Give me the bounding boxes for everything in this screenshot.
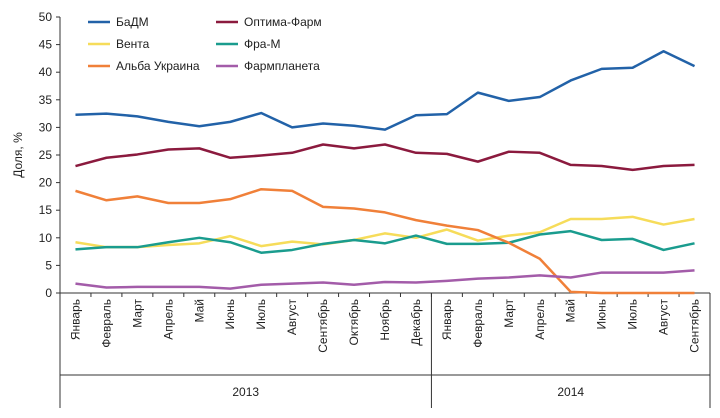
- x-tick-label: Январь: [68, 299, 82, 340]
- x-tick-label: Май: [564, 299, 578, 323]
- y-tick-label: 20: [39, 176, 53, 190]
- y-axis-label: Доля, %: [11, 132, 25, 178]
- x-tick-label: Июль: [254, 299, 268, 330]
- x-tick-label: Июнь: [223, 299, 237, 330]
- legend-label: Фармпланета: [244, 59, 320, 73]
- x-tick-label: Апрель: [161, 299, 175, 340]
- legend-label: Альба Украина: [116, 59, 200, 73]
- x-tick-label: Август: [285, 299, 299, 336]
- x-tick-label: Июль: [626, 299, 640, 330]
- y-tick-label: 50: [39, 10, 53, 24]
- series-line: [75, 269, 695, 290]
- series-line: [75, 229, 695, 254]
- legend-label: БаДМ: [116, 15, 149, 29]
- x-tick-label: Август: [657, 299, 671, 336]
- legend-label: Оптима-Фарм: [244, 15, 322, 29]
- x-tick-label: Ноябрь: [378, 299, 392, 341]
- x-tick-label: Январь: [440, 299, 454, 340]
- y-tick-label: 5: [45, 258, 52, 272]
- y-tick-label: 0: [45, 286, 52, 300]
- series-line: [75, 49, 696, 131]
- y-tick-label: 45: [39, 38, 53, 52]
- series-line: [75, 215, 695, 249]
- legend-label: Фра-М: [244, 37, 280, 51]
- x-tick-label: Май: [192, 299, 206, 323]
- y-tick-label: 15: [39, 203, 53, 217]
- x-tick-label: Март: [130, 299, 144, 328]
- y-tick-label: 30: [39, 120, 53, 134]
- x-tick-label: Апрель: [533, 299, 547, 340]
- y-tick-label: 40: [39, 65, 53, 79]
- legend-label: Вента: [116, 37, 150, 51]
- series-line: [75, 143, 695, 172]
- y-tick-label: 35: [39, 93, 53, 107]
- x-tick-label: Сентябрь: [316, 299, 330, 353]
- x-tick-label: Март: [502, 299, 516, 328]
- group-label: 2013: [232, 385, 259, 399]
- x-tick-label: Июнь: [595, 299, 609, 330]
- group-label: 2014: [557, 385, 584, 399]
- y-tick-label: 25: [39, 148, 53, 162]
- x-tick-label: Февраль: [99, 299, 113, 348]
- series-line: [75, 187, 695, 295]
- x-tick-label: Декабрь: [409, 299, 423, 346]
- y-tick-label: 10: [39, 231, 53, 245]
- x-tick-label: Февраль: [471, 299, 485, 348]
- x-tick-label: Сентябрь: [688, 299, 702, 353]
- x-tick-label: Октябрь: [347, 299, 361, 346]
